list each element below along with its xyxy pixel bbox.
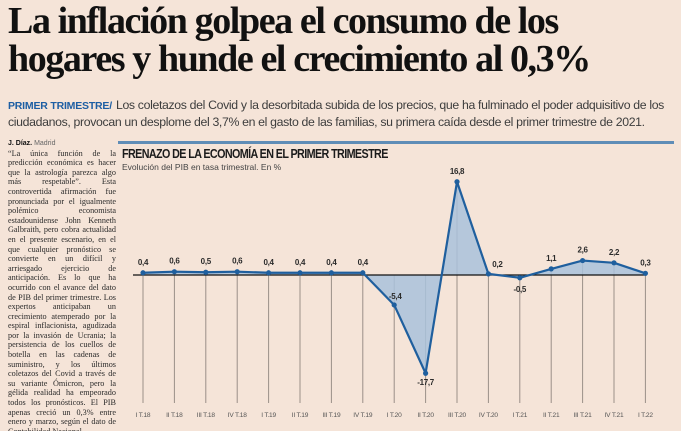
value-label: 0,2	[492, 260, 503, 269]
data-point	[328, 270, 334, 276]
category-label: I T.22	[638, 412, 653, 419]
value-labels: 0,4 0,6 0,5 0,6 0,4 0,4 0,4 0,4 -5,4 -17,7 16,8 0,2…	[138, 167, 652, 387]
category-label: III T.19	[322, 412, 341, 419]
category-label: IV T.18	[228, 412, 248, 419]
chart-top-rule	[118, 141, 674, 144]
data-point	[423, 370, 429, 376]
value-label: 0,5	[201, 257, 212, 266]
value-label: 0,4	[295, 258, 306, 267]
area-fill	[143, 181, 646, 374]
data-point	[485, 271, 491, 277]
data-point	[234, 269, 240, 275]
value-label: -0,5	[514, 285, 527, 294]
lead-paragraph: PRIMER TRIMESTRE/Los coletazos del Covid…	[8, 97, 680, 130]
value-label: 1,1	[546, 254, 557, 263]
category-label: III T.21	[574, 412, 593, 419]
value-label: 2,2	[609, 248, 620, 257]
value-label: 2,6	[577, 246, 588, 255]
value-label: 0,4	[138, 258, 149, 267]
category-label: IV T.19	[353, 412, 373, 419]
data-point	[580, 257, 586, 264]
value-label: 0,3	[640, 258, 651, 267]
data-point	[548, 266, 554, 272]
category-label: I T.18	[136, 412, 151, 419]
data-point	[203, 269, 209, 275]
chart-title: FRENAZO DE LA ECONOMÍA EN EL PRIMER TRIM…	[122, 147, 388, 161]
data-point	[297, 270, 303, 276]
byline-author: J. Díaz.	[8, 140, 33, 147]
value-label: 0,4	[326, 258, 337, 267]
data-point	[391, 302, 397, 308]
body-text: “La única función de la predicción econó…	[8, 148, 116, 431]
data-point	[360, 270, 366, 276]
category-label: I T.19	[261, 412, 276, 419]
data-point	[266, 270, 272, 276]
category-label: II T.19	[292, 412, 309, 419]
body-column: J. Díaz. Madrid “La única función de la …	[8, 139, 116, 431]
category-label: IV T.20	[479, 412, 499, 419]
data-point	[642, 270, 649, 276]
data-point	[140, 270, 146, 276]
category-label: II T.18	[166, 412, 183, 419]
category-labels: I T.18 II T.18 III T.18 IV T.18 I T.19 II T.1…	[136, 412, 654, 419]
value-label: -17,7	[417, 378, 435, 387]
data-point	[611, 260, 617, 266]
byline-place: Madrid	[34, 140, 56, 147]
category-label: III T.18	[197, 412, 216, 419]
value-label: 0,4	[263, 258, 274, 267]
value-label: 0,4	[358, 258, 369, 267]
category-label: I T.20	[387, 412, 402, 419]
category-label: II T.21	[543, 412, 560, 419]
chart-subtitle: Evolución del PIB en tasa trimestral. En…	[122, 162, 282, 172]
category-label: I T.21	[512, 412, 527, 419]
value-label: 16,8	[450, 167, 465, 176]
category-label: II T.20	[417, 412, 434, 419]
data-point	[517, 275, 523, 281]
category-label: IV T.21	[604, 412, 624, 419]
data-point	[171, 269, 177, 275]
value-label: -5,4	[389, 292, 402, 301]
kicker: PRIMER TRIMESTRE/	[8, 100, 112, 112]
value-label: 0,6	[169, 257, 180, 266]
byline: J. Díaz. Madrid	[8, 139, 116, 149]
headline: La inflación golpea el consumo de los ho…	[8, 0, 591, 80]
value-label: 0,6	[232, 257, 243, 266]
data-point	[454, 179, 460, 185]
data-points	[140, 179, 649, 376]
lead-text: Los coletazos del Covid y la desorbitada…	[8, 98, 664, 129]
category-label: III T.20	[448, 412, 467, 419]
